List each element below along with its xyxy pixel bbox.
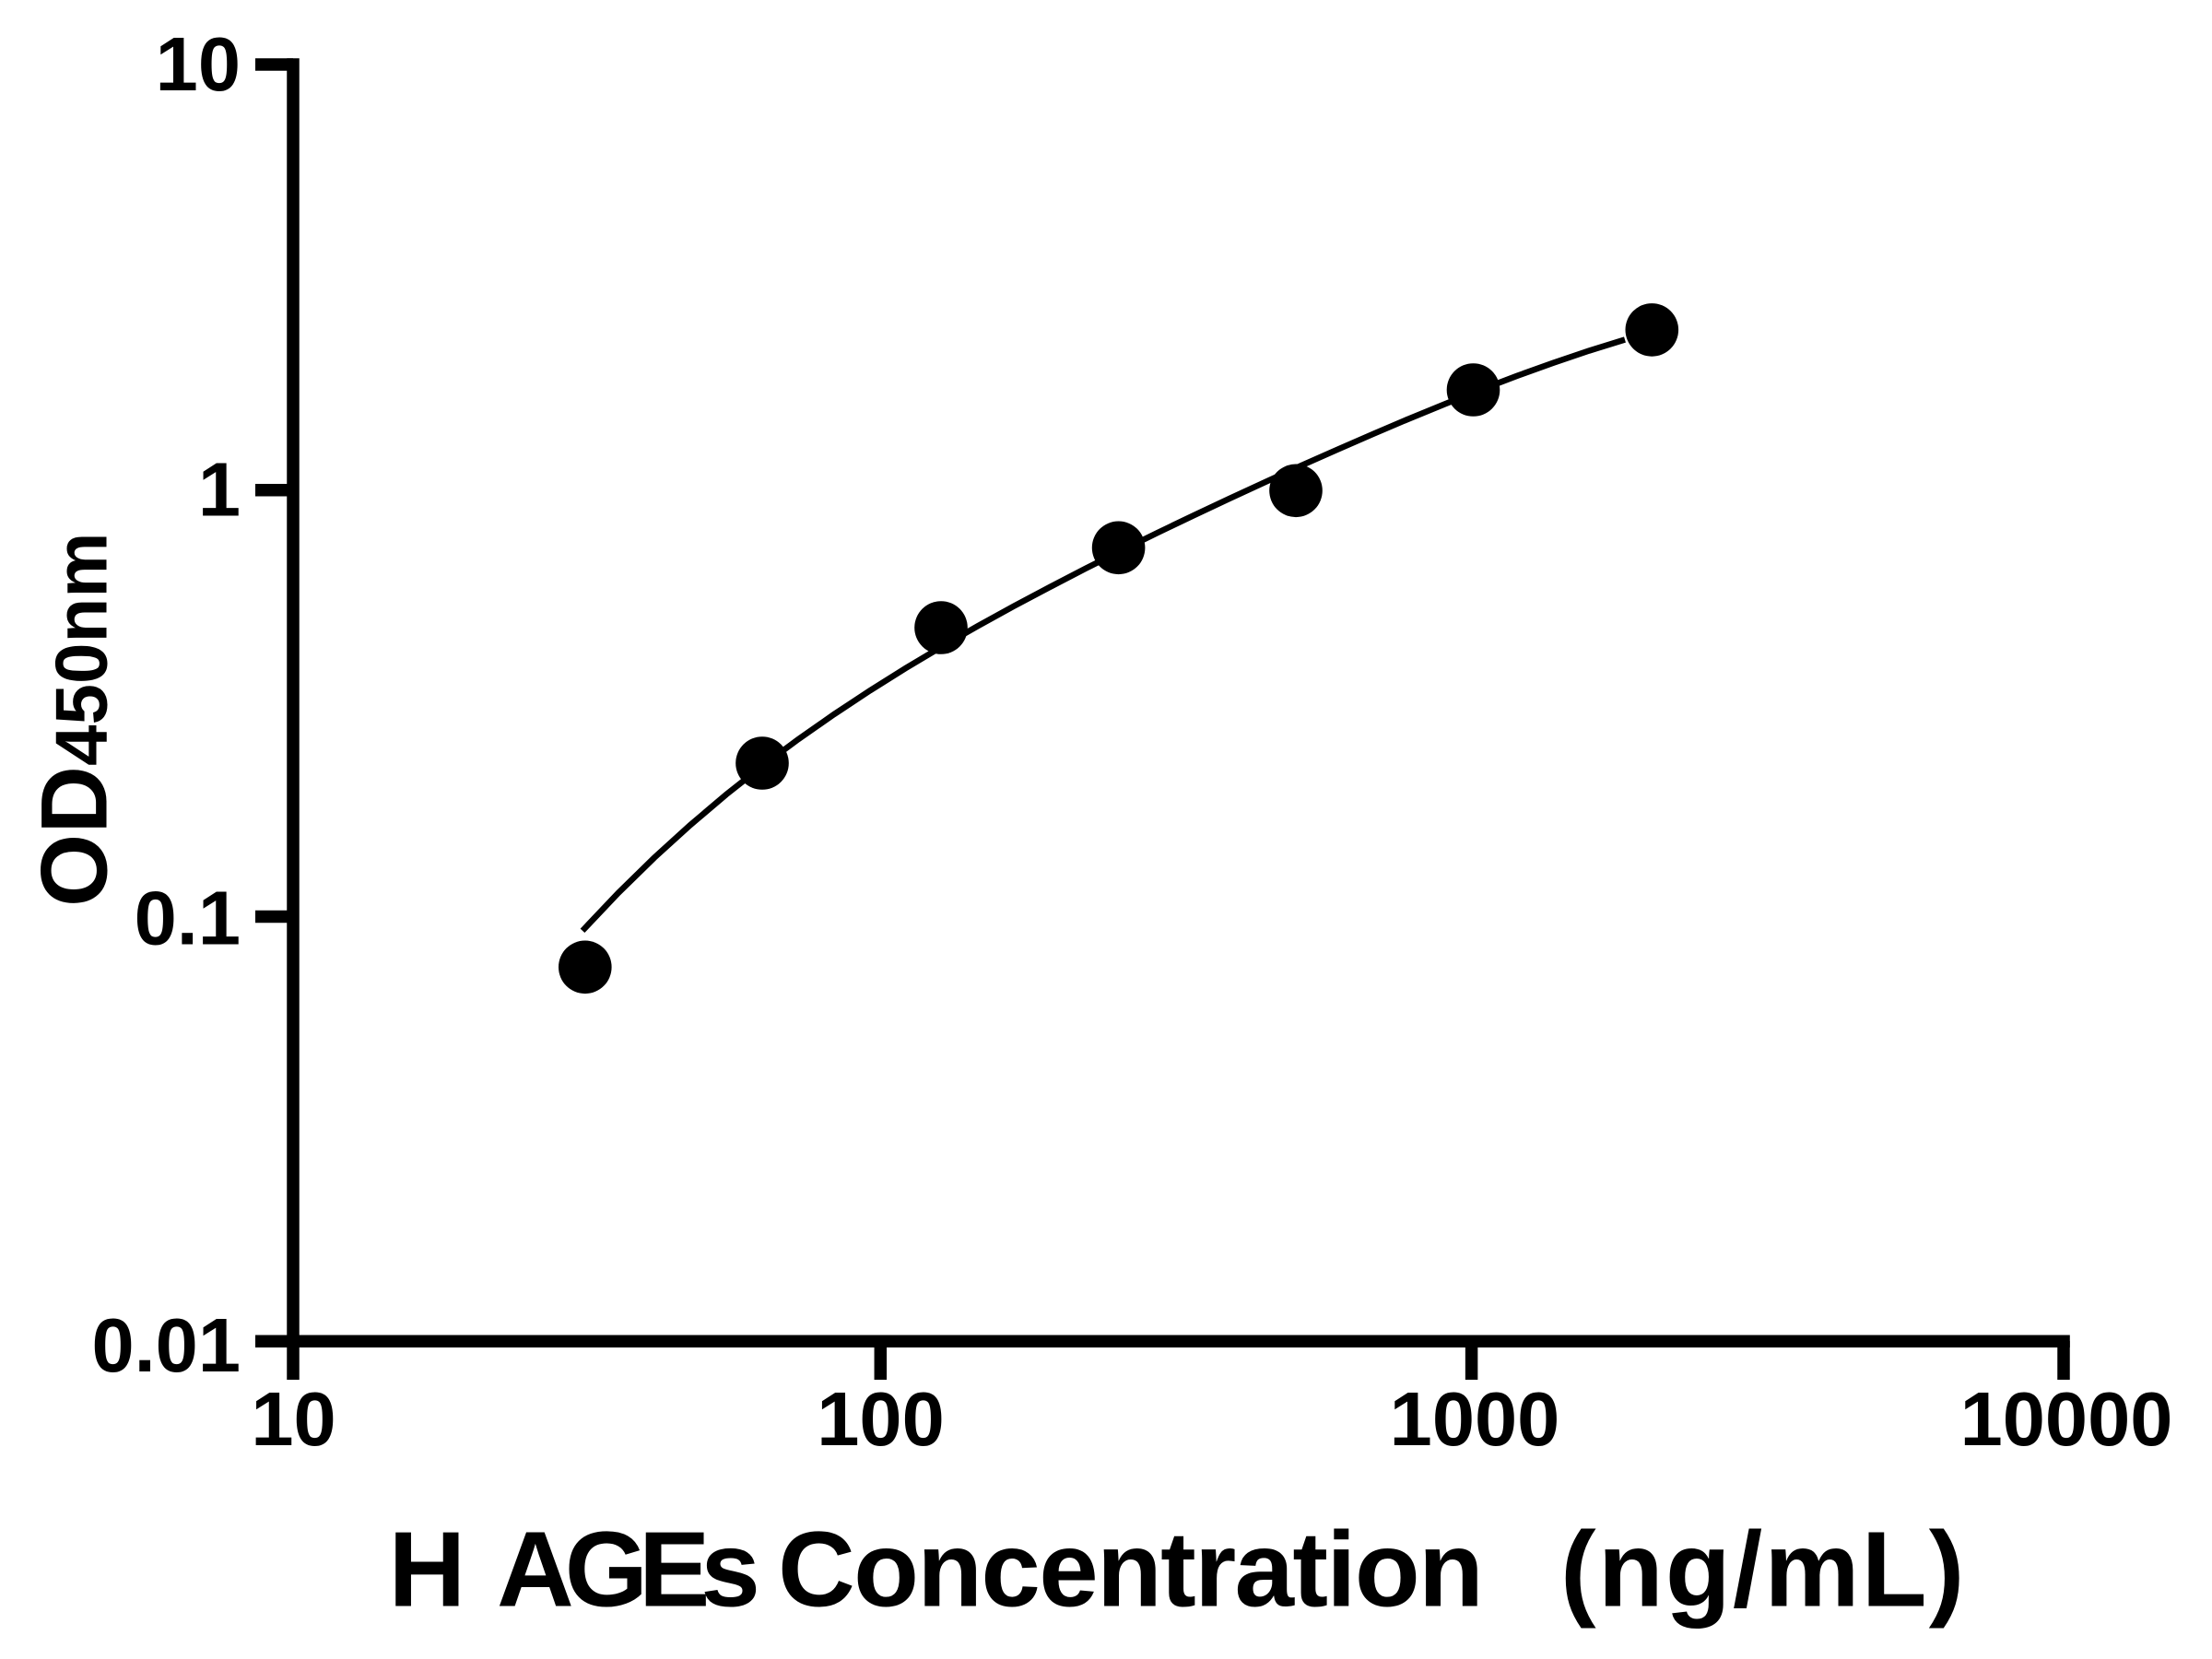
svg-text:(ng/mL): (ng/mL)	[1560, 1510, 1967, 1630]
svg-text:10000: 10000	[1960, 1376, 2173, 1462]
svg-text:1000: 1000	[1390, 1376, 1560, 1462]
svg-text:AGEs: AGEs	[497, 1510, 756, 1630]
svg-text:0.1: 0.1	[135, 876, 241, 961]
svg-text:10: 10	[156, 21, 241, 107]
svg-text:10: 10	[251, 1376, 335, 1462]
svg-text:OD450nm: OD450nm	[22, 533, 127, 907]
svg-text:1: 1	[198, 447, 241, 533]
svg-text:Concentration: Concentration	[778, 1510, 1482, 1630]
svg-text:0.01: 0.01	[91, 1302, 241, 1388]
svg-text:H: H	[389, 1510, 466, 1630]
svg-text:100: 100	[817, 1376, 944, 1462]
